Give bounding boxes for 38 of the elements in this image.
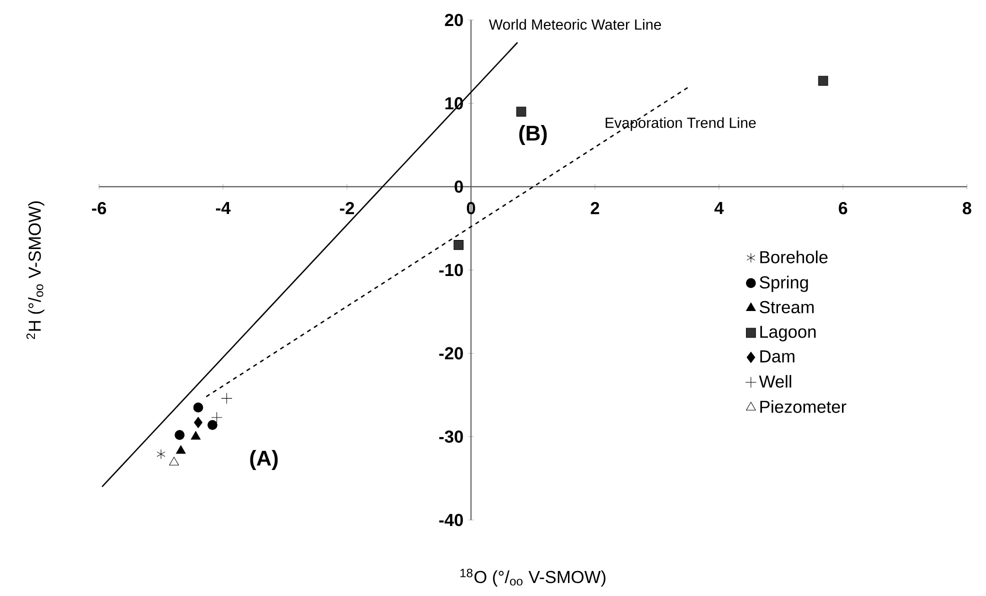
annotation: (A) <box>250 450 278 470</box>
x-tick-label: 2 <box>590 202 600 214</box>
point <box>193 402 204 412</box>
point <box>176 445 186 454</box>
x-tick-label: -2 <box>340 202 354 214</box>
point <box>454 240 464 250</box>
point <box>211 412 222 424</box>
point <box>169 456 179 466</box>
series-label: Evaporation Trend Line <box>606 117 756 131</box>
legend-label: Stream <box>760 301 814 314</box>
legend-label: Piezometer <box>760 400 846 413</box>
point <box>818 76 828 86</box>
legend-label: Borehole <box>760 250 828 264</box>
annotation: (B) <box>519 125 547 145</box>
x-tick-label: 6 <box>838 202 848 214</box>
y-axis-title: $^{2}$H (°/$_{oo}$ V-SMOW) <box>26 201 44 339</box>
legend-label: Spring <box>760 276 808 292</box>
point <box>194 416 202 428</box>
y-tick-label: -40 <box>439 514 463 526</box>
point <box>208 420 218 430</box>
x-tick-label: 8 <box>962 202 972 214</box>
x-tick-label: -6 <box>92 202 106 214</box>
point <box>174 430 185 440</box>
point <box>156 449 166 460</box>
x-tick-label: -4 <box>216 202 231 214</box>
y-tick-label: -20 <box>439 347 463 360</box>
x-tick-label: 4 <box>714 202 724 214</box>
x-axis-title: $^{18}$O (°/$_{oo}$ V-SMOW) <box>460 568 606 587</box>
legend-label: Dam <box>760 350 794 362</box>
y-tick-label: -10 <box>439 264 463 276</box>
legend-label: Well <box>759 374 792 388</box>
text: World Meteoric Water Line <box>488 19 661 30</box>
point <box>221 392 232 404</box>
y-tick-label: -30 <box>439 430 463 443</box>
legend-label: Lagoon <box>760 326 816 342</box>
point <box>516 106 526 117</box>
point <box>190 431 201 440</box>
y-tick-label: 20 <box>444 14 463 26</box>
